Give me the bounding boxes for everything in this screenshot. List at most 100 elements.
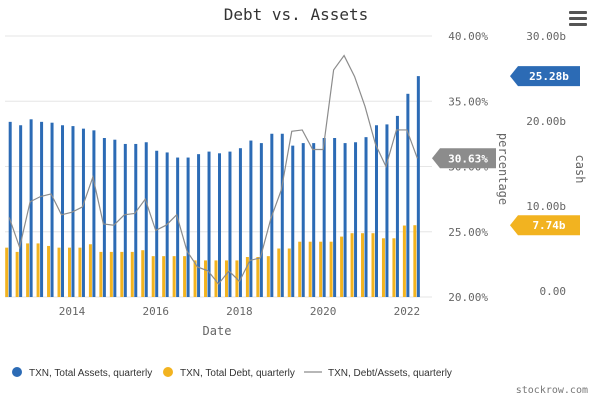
assets-bar (102, 138, 106, 297)
assets-bar (40, 121, 44, 297)
debt-bar (392, 238, 396, 297)
debt-bar (57, 247, 61, 297)
debt-bar (183, 256, 187, 297)
debt-bar (245, 257, 249, 297)
legend: TXN, Total Assets, quarterly TXN, Total D… (12, 367, 452, 379)
assets-bar (8, 121, 12, 297)
bars (5, 76, 420, 298)
debt-bar (15, 251, 19, 297)
debt-bar (88, 244, 92, 297)
debt-bar (350, 233, 354, 297)
assets-bar (218, 153, 221, 297)
debt-bar (298, 241, 302, 297)
assets-bar (312, 143, 316, 297)
debt-assets-polyline (8, 54, 418, 285)
y-left-axis-title: percentage (496, 133, 510, 205)
assets-bar (354, 142, 358, 297)
legend-dot (163, 367, 173, 377)
assets-bar (123, 143, 127, 297)
cash-tick-label: 0.00 (540, 285, 567, 298)
debt-bar (214, 260, 218, 297)
assets-bar (416, 76, 420, 298)
assets-bar (176, 157, 180, 297)
assets-bar (249, 140, 253, 297)
debt-bar (172, 256, 176, 297)
assets-bar (301, 143, 305, 297)
assets-bar (385, 124, 389, 298)
debt-bar (361, 233, 365, 297)
assets-bar (61, 125, 65, 297)
debt-bar (26, 243, 30, 297)
debt-bar (204, 260, 208, 297)
pct-tick-label: 40.00% (448, 30, 488, 43)
assets-bar (29, 119, 33, 297)
debt-bar (109, 251, 113, 297)
debt-bar (287, 248, 291, 297)
assets-bar (374, 125, 378, 297)
value-badge (432, 148, 496, 169)
pct-tick-label: 25.00% (448, 226, 488, 239)
value-badge-label: 25.28b (529, 70, 569, 83)
debt-bar (141, 250, 145, 297)
assets-bar (291, 145, 295, 297)
debt-assets-line (8, 54, 418, 285)
assets-bar (259, 143, 263, 297)
assets-bar (134, 143, 138, 297)
x-tick-label: 2022 (394, 305, 421, 318)
debt-bar (47, 245, 51, 297)
cash-tick-label: 20.00b (526, 115, 566, 128)
debt-bar (266, 256, 270, 297)
y-right-axis-title: cash (573, 155, 587, 184)
debt-bar (151, 256, 155, 297)
debt-bar (402, 225, 406, 297)
debt-bar (340, 236, 344, 297)
debt-bar (120, 251, 124, 297)
pct-tick-label: 35.00% (448, 95, 488, 108)
debt-bar (78, 247, 82, 297)
debt-bar (5, 247, 9, 297)
assets-bar (207, 151, 211, 297)
assets-bar (406, 93, 410, 297)
debt-bar (224, 260, 228, 297)
assets-bar (322, 138, 326, 297)
debt-bar (381, 238, 385, 297)
debt-bar (67, 247, 71, 297)
x-tick-label: 2018 (226, 305, 253, 318)
debt-bar (256, 257, 260, 297)
assets-bar (50, 122, 54, 297)
credit-text: stockrow.com (516, 385, 588, 396)
assets-bar (19, 125, 23, 297)
assets-bar (364, 137, 368, 297)
x-tick-label: 2016 (142, 305, 169, 318)
debt-bar (371, 233, 375, 297)
value-badges: 25.28b 30.63% 7.74b (432, 66, 580, 236)
debt-bar (413, 225, 417, 297)
assets-bar (333, 138, 337, 297)
cash-tick-label: 10.00b (526, 200, 566, 213)
assets-bar (81, 128, 85, 297)
value-badge (510, 66, 580, 87)
value-badge (510, 215, 580, 236)
debt-bar (277, 248, 281, 297)
legend-dot (12, 367, 22, 377)
assets-bar (113, 139, 117, 297)
assets-bar (238, 148, 242, 297)
debt-bar (329, 241, 333, 297)
assets-bar (144, 142, 148, 297)
assets-bar (92, 130, 96, 297)
assets-bar (228, 151, 232, 297)
debt-bar (36, 243, 40, 297)
debt-bar (162, 256, 166, 297)
cash-tick-label: 30.00b (526, 30, 566, 43)
x-axis-title: Date (203, 324, 232, 338)
assets-bar (197, 154, 201, 297)
debt-bar (193, 260, 197, 297)
legend-label: TXN, Total Debt, quarterly (180, 368, 295, 379)
debt-bar (130, 251, 134, 297)
menu-icon[interactable] (569, 11, 587, 27)
x-tick-label: 2014 (59, 305, 86, 318)
assets-bar (395, 115, 399, 298)
assets-bar (343, 143, 347, 297)
debt-bar (319, 241, 323, 297)
